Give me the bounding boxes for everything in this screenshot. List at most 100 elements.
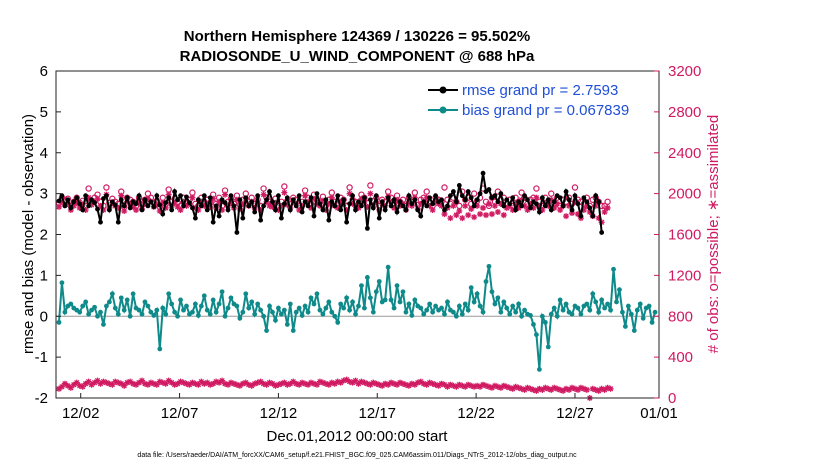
- y-left-tick-label: 0: [40, 308, 48, 325]
- bias-series-point: [258, 307, 264, 313]
- obs-assimilated-marker: [287, 380, 294, 387]
- rmse-series-point: [124, 195, 130, 201]
- obs-assimilated-marker: [293, 380, 300, 387]
- bias-series: [56, 263, 658, 372]
- obs-assimilated-marker: [468, 382, 475, 389]
- obs-assimilated-marker: [491, 202, 498, 209]
- obs-assimilated-marker: [509, 385, 516, 392]
- rmse-series-point: [234, 230, 240, 235]
- obs-assimilated-marker: [144, 195, 151, 202]
- obs-assimilated-marker: [165, 377, 172, 384]
- bias-series-point: [210, 297, 216, 303]
- obs-assimilated-marker: [497, 200, 504, 207]
- rmse-series-point: [255, 193, 261, 199]
- obs-assimilated-marker: [554, 385, 561, 392]
- obs-assimilated-marker: [509, 206, 516, 213]
- bias-series-point: [201, 293, 207, 299]
- obs-assimilated-marker: [483, 212, 490, 219]
- rmse-series-point: [86, 203, 92, 209]
- obs-assimilated-marker: [364, 380, 371, 387]
- obs-assimilated-marker: [456, 381, 463, 388]
- bias-series-point: [634, 307, 640, 313]
- obs-assimilated-marker: [242, 379, 249, 386]
- bias-series-point: [575, 305, 581, 311]
- obs-assimilated-marker: [103, 379, 110, 386]
- bias-series-point: [385, 264, 391, 270]
- rmse-series-point: [424, 203, 430, 209]
- obs-assimilated-marker: [521, 386, 528, 393]
- rmse-series-point: [109, 199, 115, 205]
- rmse-series-point: [498, 191, 504, 197]
- obs-assimilated-marker: [569, 210, 576, 217]
- legend-rmse-marker: [439, 86, 447, 94]
- obs-assimilated-marker: [239, 200, 246, 207]
- obs-assimilated-marker: [527, 200, 534, 207]
- bias-series-point: [477, 303, 483, 309]
- bias-series-point: [359, 283, 364, 288]
- obs-assimilated-marker: [58, 383, 65, 390]
- rmse-series-point: [347, 201, 352, 207]
- obs-assimilated-marker: [311, 195, 318, 202]
- rmse-series-point: [299, 209, 305, 215]
- obs-assimilated-marker: [477, 383, 484, 390]
- obs-assimilated-marker: [358, 378, 365, 385]
- bias-series-point: [501, 299, 507, 305]
- rmse-series-point: [314, 191, 320, 197]
- rmse-series-point: [219, 197, 225, 203]
- obs-assimilated-marker: [373, 380, 380, 387]
- rmse-series-point: [112, 202, 118, 208]
- obs-possible-marker: [470, 190, 478, 197]
- bias-series-point: [255, 301, 261, 307]
- rmse-series-point: [370, 205, 376, 211]
- obs-assimilated-marker: [97, 380, 104, 387]
- obs-assimilated-marker: [527, 385, 534, 392]
- bias-series-point: [542, 319, 548, 325]
- bias-series-point: [593, 299, 599, 305]
- rmse-series-point: [181, 203, 186, 209]
- rmse-series-point: [115, 219, 121, 225]
- bias-series-point: [353, 311, 358, 317]
- rmse-series-point: [557, 195, 563, 201]
- rmse-series-point: [534, 201, 539, 207]
- obs-assimilated-marker: [67, 384, 74, 391]
- bias-series-point: [433, 303, 438, 309]
- obs-assimilated-marker: [76, 204, 83, 211]
- bias-series-point: [364, 275, 370, 280]
- bias-series-point: [534, 332, 539, 338]
- rmse-series-point: [127, 205, 133, 211]
- bias-series-point: [243, 291, 249, 297]
- rmse-series-point: [293, 203, 299, 209]
- bias-series-point: [86, 311, 92, 317]
- rmse-series-point: [525, 197, 530, 203]
- rmse-series-point: [513, 207, 519, 213]
- obs-assimilated-marker: [477, 211, 484, 218]
- obs-assimilated-marker: [73, 199, 80, 206]
- obs-assimilated-marker: [186, 381, 193, 388]
- rmse-series-point: [225, 207, 231, 213]
- obs-assimilated-marker: [272, 199, 279, 206]
- obs-assimilated-marker: [462, 383, 469, 390]
- bias-series-point: [406, 301, 412, 307]
- bias-series-point: [474, 291, 480, 297]
- bias-series-point: [166, 291, 172, 297]
- rmse-series-point: [311, 213, 317, 219]
- bias-series-point: [302, 303, 308, 309]
- rmse-series-point: [578, 213, 584, 219]
- bias-series-point: [320, 311, 326, 317]
- obs-assimilated-marker: [189, 194, 196, 201]
- rmse-series-point: [344, 219, 350, 225]
- bias-series-point: [240, 309, 246, 315]
- obs-assimilated-marker: [438, 380, 445, 387]
- rmse-series-point: [204, 207, 210, 213]
- obs-assimilated-marker: [447, 215, 454, 222]
- bias-series-point: [305, 309, 311, 315]
- obs-assimilated-marker: [319, 379, 326, 386]
- obs-assimilated-marker: [485, 200, 492, 207]
- obs-assimilated-marker: [55, 203, 62, 210]
- rmse-series-point: [379, 199, 385, 205]
- obs-assimilated-marker: [91, 379, 98, 386]
- bias-series-point: [468, 285, 474, 291]
- bias-series-point: [483, 279, 489, 284]
- rmse-series-point: [216, 213, 222, 219]
- obs-assimilated-marker: [121, 382, 128, 389]
